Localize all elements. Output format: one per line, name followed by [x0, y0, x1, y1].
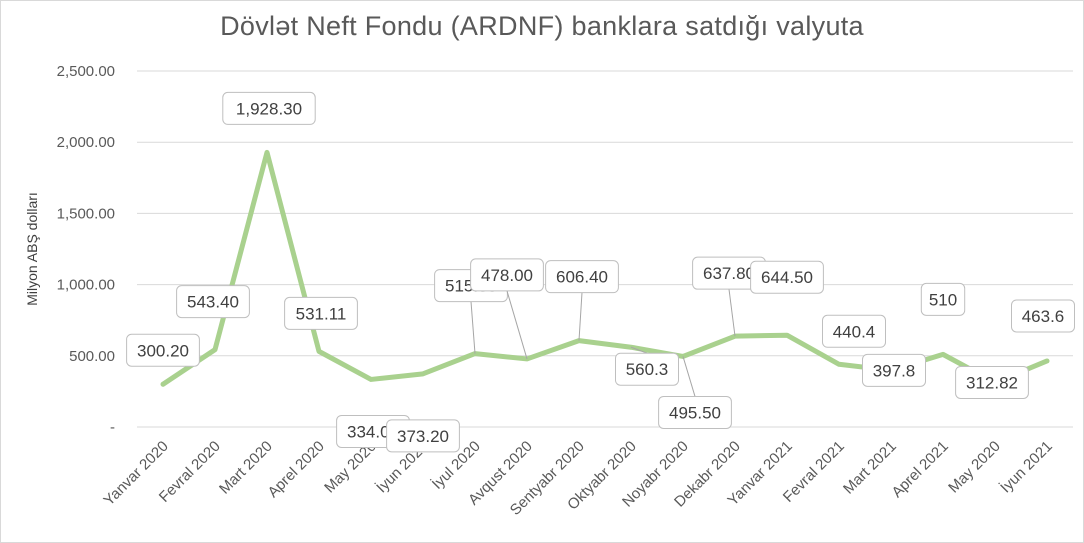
leader-line — [470, 301, 476, 354]
data-label-box — [750, 260, 824, 294]
x-tick-label: May 2020 — [945, 438, 1004, 497]
data-label-box — [862, 353, 926, 387]
data-label: 300.20 — [137, 341, 189, 360]
leader-line — [506, 290, 528, 360]
data-label-box — [222, 91, 316, 125]
data-label-box — [470, 258, 544, 292]
data-label: 606.40 — [556, 268, 608, 287]
leader-line — [630, 346, 648, 354]
data-label-box — [1011, 299, 1075, 333]
data-label-box — [284, 296, 358, 330]
data-label-box — [386, 419, 460, 453]
data-label: 463.6 — [1022, 307, 1065, 326]
y-tick-label: 2,500.00 — [57, 63, 115, 80]
leader-line — [728, 289, 736, 337]
data-label: 531.11 — [296, 304, 347, 323]
data-label: 373.20 — [397, 427, 449, 446]
y-tick-label: 1,500.00 — [57, 205, 115, 222]
data-label: 510 — [929, 290, 957, 309]
data-label-box — [615, 352, 679, 386]
y-tick-label: 1,000.00 — [57, 277, 115, 294]
data-label-box — [176, 285, 250, 319]
y-axis-label: Milyon ABŞ dolları — [24, 192, 40, 306]
data-label: 440.4 — [833, 322, 876, 341]
data-label: 637.80 — [703, 264, 755, 283]
leader-line — [682, 356, 696, 397]
data-label: 560.3 — [626, 360, 669, 379]
y-tick-label: 500.00 — [69, 348, 115, 365]
data-label: 1,928.30 — [236, 99, 302, 118]
y-tick-label: - — [110, 419, 115, 436]
data-label-box — [658, 395, 732, 429]
data-label-box — [822, 314, 886, 348]
x-tick-label: Aprel 2020 — [264, 438, 327, 501]
data-label: 495.50 — [669, 403, 721, 422]
x-tick-label: Aprel 2021 — [888, 438, 951, 501]
data-label: 644.50 — [761, 268, 813, 287]
x-tick-label: İyun 2021 — [997, 437, 1056, 496]
data-label-box — [545, 260, 619, 294]
leader-line — [578, 292, 583, 341]
data-label: 397.8 — [873, 361, 916, 380]
data-label-box — [955, 365, 1029, 399]
data-label-box — [920, 282, 966, 316]
data-label-box — [126, 333, 200, 367]
data-label: 478.00 — [481, 266, 533, 285]
y-tick-label: 2,000.00 — [57, 134, 115, 151]
data-label: 543.40 — [187, 293, 239, 312]
chart-title: Dövlət Neft Fondu (ARDNF) banklara satdı… — [220, 11, 864, 41]
data-label: 312.82 — [966, 373, 1018, 392]
data-label: 334.00 — [347, 422, 399, 441]
